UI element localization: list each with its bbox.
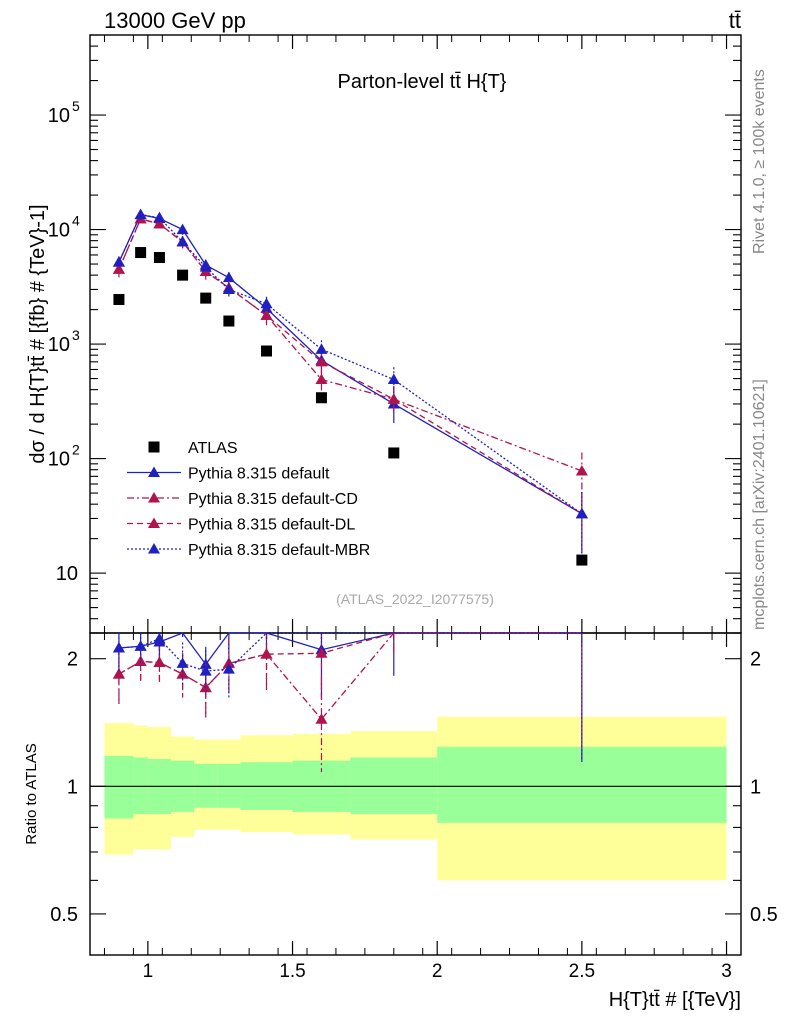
ratio-series-point xyxy=(134,655,147,667)
ratio-y-tick-label-right: 1 xyxy=(750,776,761,798)
ratio-series-point xyxy=(153,656,166,667)
ratio-series-line xyxy=(118,632,582,721)
series-point xyxy=(112,263,125,274)
y-tick-exponent: 2 xyxy=(72,442,80,458)
y-tick-label: 10 xyxy=(56,563,78,585)
x-tick-label: 1 xyxy=(143,961,154,982)
series-point xyxy=(575,507,588,519)
y-tick-exponent: 3 xyxy=(72,327,80,343)
ratio-series-point xyxy=(112,642,125,653)
atlas-data-point xyxy=(153,252,165,264)
ratio-series-line xyxy=(118,632,582,666)
ratio-series-point xyxy=(260,648,273,659)
ratio-series-point xyxy=(199,665,212,676)
x-tick-label: 2 xyxy=(432,961,443,982)
y-tick-exponent: 5 xyxy=(72,98,80,114)
ratio-y-tick-label-right: 2 xyxy=(750,649,761,671)
legend-label: ATLAS xyxy=(188,440,238,457)
series-point xyxy=(222,271,235,283)
ratio-series-point xyxy=(315,713,328,724)
x-tick-label: 1.5 xyxy=(279,961,305,982)
ratio-series-point xyxy=(222,663,235,674)
ratio-band-green xyxy=(104,755,134,819)
ratio-y-tick-label: 2 xyxy=(67,649,78,671)
ratio-y-tick-label: 0.5 xyxy=(50,904,78,926)
legend-label: Pythia 8.315 default-MBR xyxy=(188,542,370,559)
header-left: 13000 GeV pp xyxy=(104,8,246,33)
ratio-series-point xyxy=(134,640,147,651)
atlas-data-point xyxy=(223,315,235,327)
legend-marker xyxy=(148,543,160,554)
legend-marker-atlas xyxy=(148,441,160,453)
legend-marker xyxy=(148,517,160,528)
atlas-data-point xyxy=(260,345,272,357)
y-axis-label: dσ / d H{T}tt̄ # [{fb} # {TeV}-1] xyxy=(27,204,49,463)
rivet-label: Rivet 4.1.0, ≥ 100k events xyxy=(751,69,768,254)
series-point xyxy=(260,309,273,320)
series-point xyxy=(176,223,189,235)
series-point xyxy=(575,464,588,476)
ratio-plot-area: 1 1.5 2 2.5 3 0.5 0.5 1 1 2 2 xyxy=(50,632,778,982)
series-point xyxy=(176,235,189,247)
series-point xyxy=(222,283,235,294)
series-line xyxy=(118,218,583,515)
ratio-series-point xyxy=(112,668,125,679)
series-point xyxy=(134,208,147,220)
atlas-data-point xyxy=(113,294,125,306)
ratio-y-tick-label: 1 xyxy=(67,776,78,798)
legend-label: Pythia 8.315 default xyxy=(188,466,330,483)
legend-marker xyxy=(148,466,160,477)
ratio-series-point xyxy=(153,632,166,644)
ratio-series-point xyxy=(315,647,328,658)
ratio-series-point xyxy=(176,657,189,668)
ratio-y-tick-label-right: 0.5 xyxy=(750,904,778,926)
ratio-series-point xyxy=(222,657,235,668)
atlas-data-point xyxy=(576,554,588,566)
y-tick-exponent: 4 xyxy=(72,213,80,229)
series-line xyxy=(118,218,583,472)
series-point xyxy=(387,373,400,385)
y-tick-label: 10 xyxy=(48,105,70,127)
x-tick-label: 2.5 xyxy=(569,961,595,982)
legend: ATLAS Pythia 8.315 default Pythia 8.315 de… xyxy=(127,440,370,559)
atlas-data-point xyxy=(388,447,400,459)
series-point xyxy=(260,297,273,309)
legend-label: Pythia 8.315 default-CD xyxy=(188,491,358,508)
header-right: tt̄ xyxy=(729,8,741,33)
mcplots-label: mcplots.cern.ch [arXiv:2401.10621] xyxy=(751,379,768,630)
analysis-id: (ATLAS_2022_I2077575) xyxy=(336,591,494,607)
x-axis-label: H{T}tt̄ # [{TeV}] xyxy=(609,989,741,1011)
atlas-data-point xyxy=(135,247,147,259)
ratio-series-line xyxy=(118,632,582,672)
series-point xyxy=(112,256,125,267)
chart-title: Parton-level tt̄ H{T} xyxy=(338,71,507,93)
y-tick-label: 10 xyxy=(48,334,70,356)
ratio-series-point xyxy=(176,668,189,679)
y-tick-label: 10 xyxy=(48,449,70,471)
ratio-y-label: Ratio to ATLAS xyxy=(23,743,40,844)
ratio-series-line xyxy=(118,632,582,689)
series-point xyxy=(315,355,328,367)
series-point xyxy=(387,393,400,404)
series-point xyxy=(315,373,328,385)
series-point xyxy=(199,261,212,272)
y-tick-label: 10 xyxy=(48,220,70,242)
atlas-data-point xyxy=(177,269,189,281)
x-tick-label: 3 xyxy=(721,961,732,982)
legend-marker xyxy=(148,492,160,503)
atlas-data-point xyxy=(315,392,327,404)
series-line xyxy=(118,213,583,515)
series-point xyxy=(153,211,166,223)
series-point xyxy=(315,343,328,354)
legend-label: Pythia 8.315 default-DL xyxy=(188,517,355,534)
atlas-data-point xyxy=(200,292,212,304)
series-point xyxy=(153,217,166,229)
